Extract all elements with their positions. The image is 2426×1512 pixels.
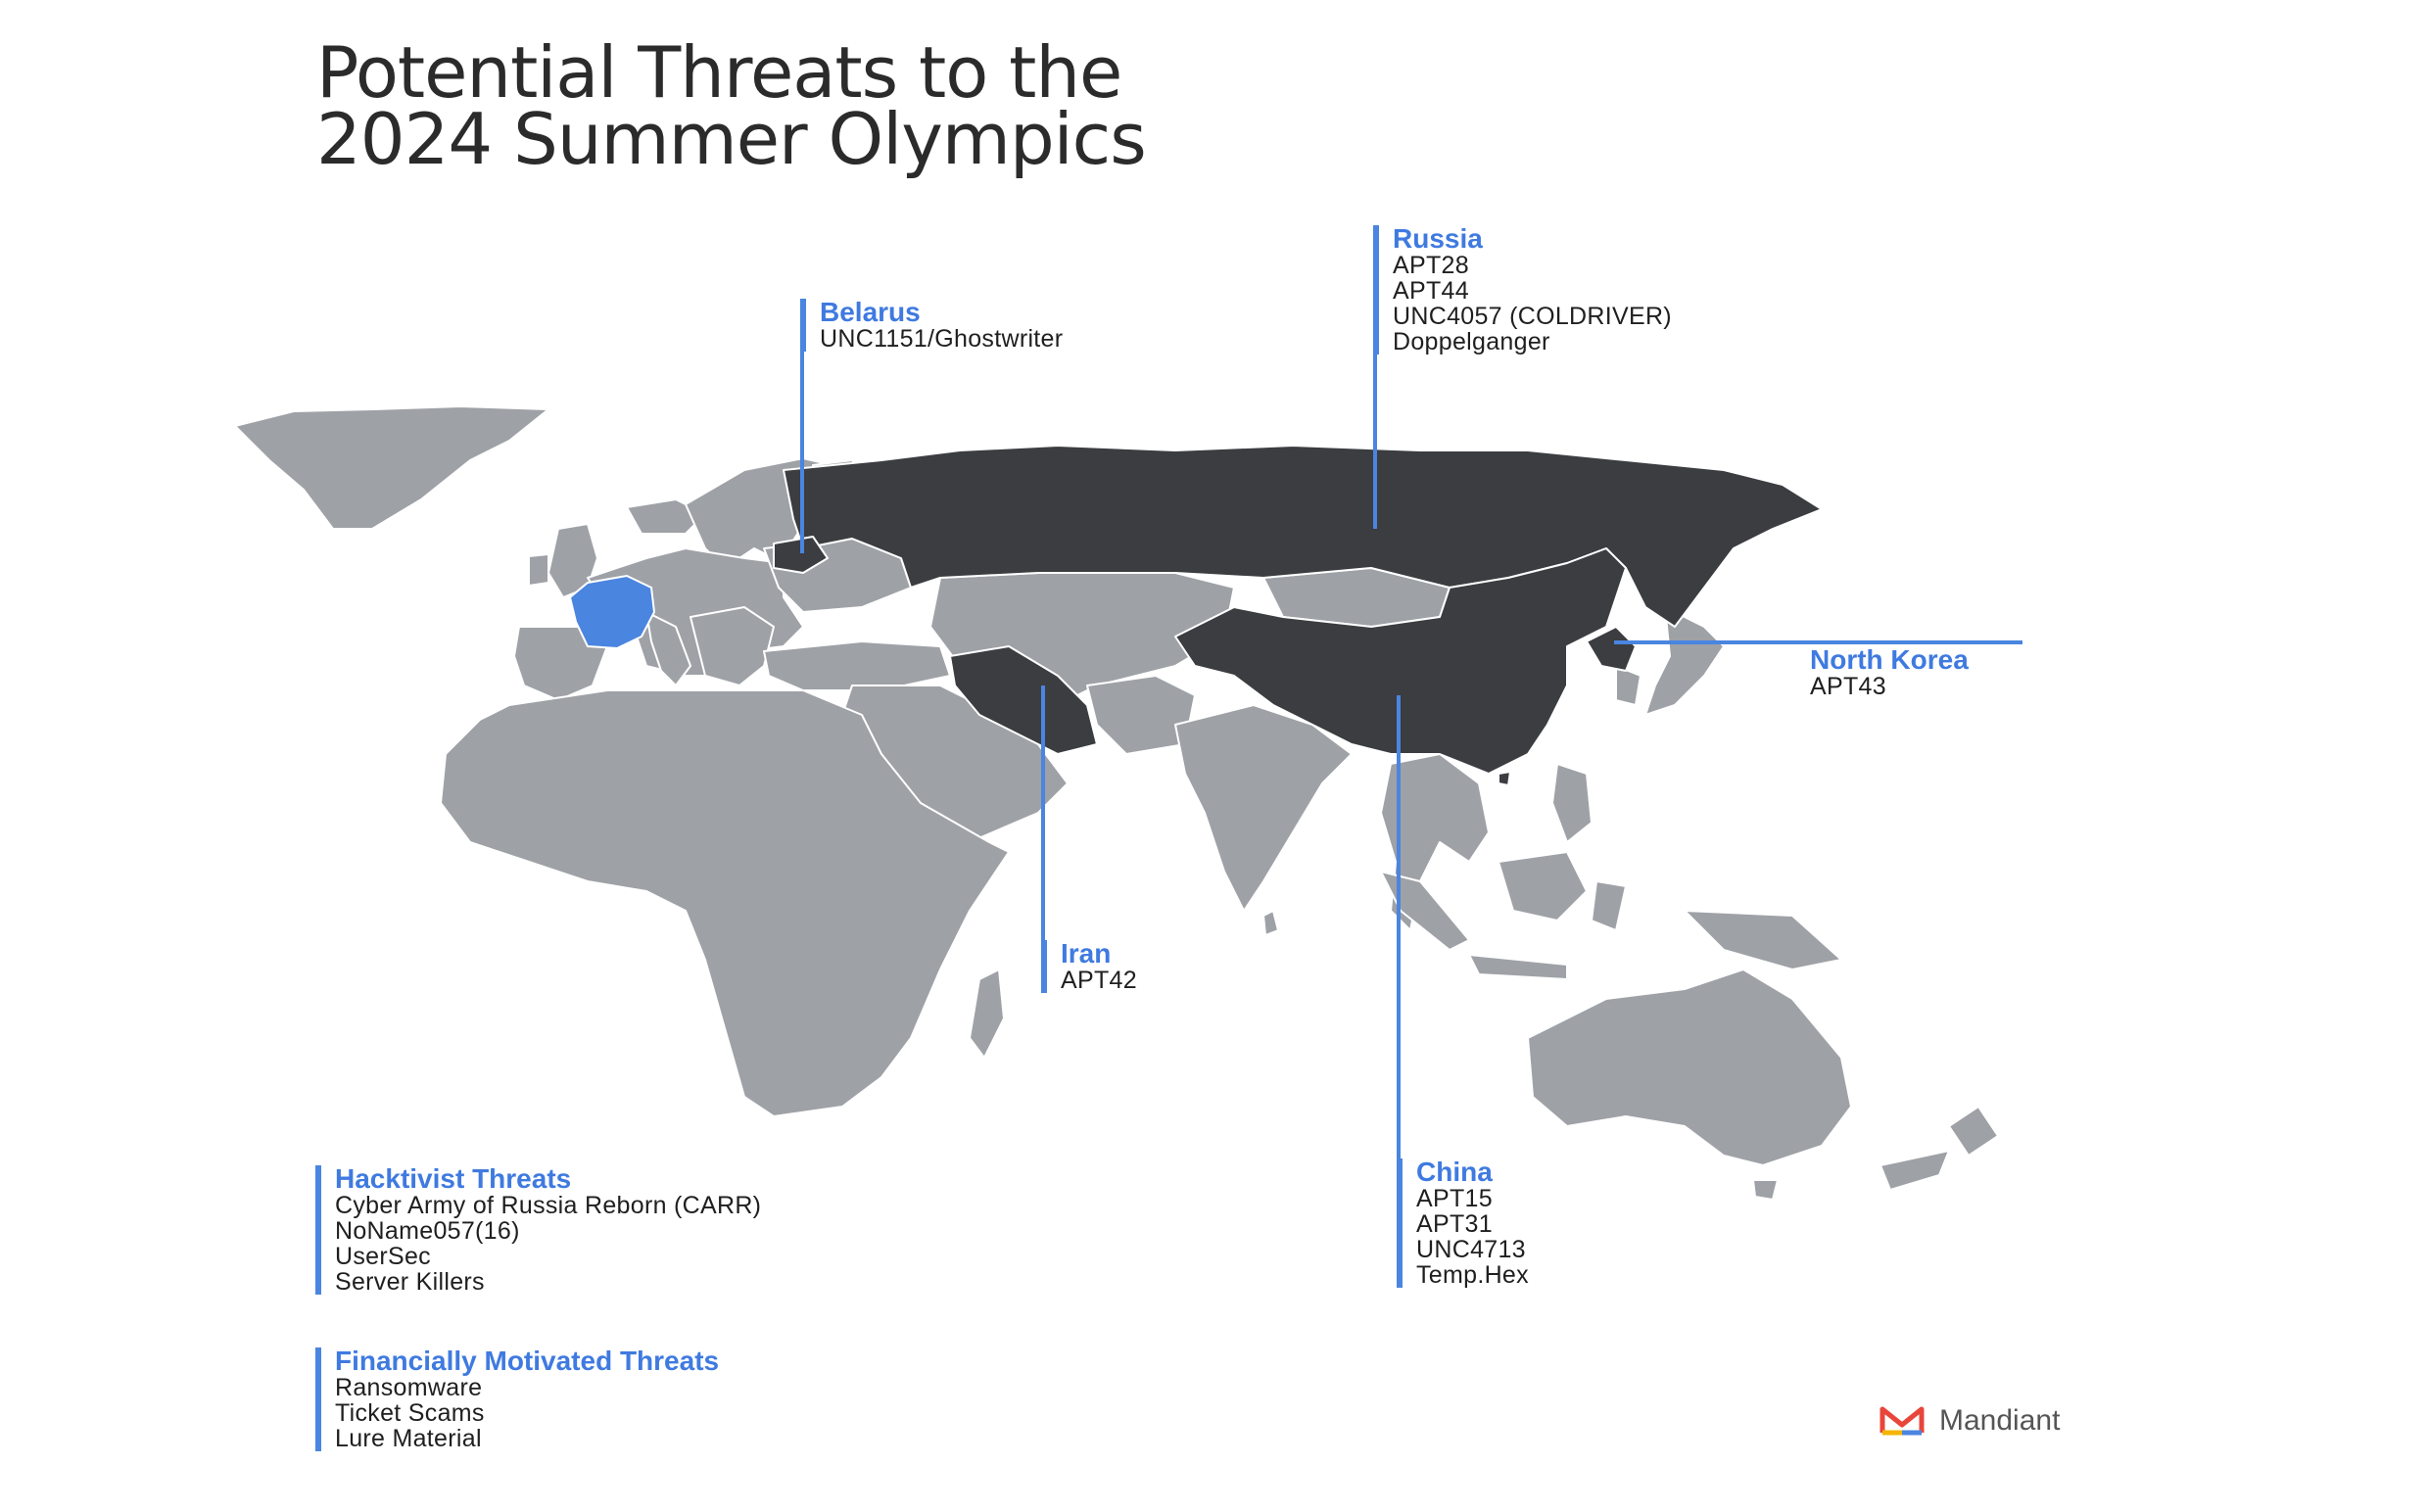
threat-actor: APT28 xyxy=(1393,252,1469,279)
category-item: NoName057(16) xyxy=(335,1217,520,1245)
label-belarus: Belarus UNC1151/Ghostwriter xyxy=(800,299,1063,352)
country-france xyxy=(568,574,656,650)
label-north-korea: North Korea APT43 xyxy=(1810,644,1969,700)
land-greenland xyxy=(234,405,549,530)
category-item: UserSec xyxy=(335,1243,431,1270)
land-new-zealand xyxy=(1948,1106,1999,1157)
land-srilanka xyxy=(1262,910,1279,936)
title-line-2: 2024 Summer Olympics xyxy=(316,98,1147,180)
land-balkans xyxy=(690,606,775,686)
land-madagascar xyxy=(969,969,1005,1059)
land-australia xyxy=(1527,969,1852,1166)
land-south-korea xyxy=(1615,665,1641,706)
category-item: Lure Material xyxy=(335,1425,482,1452)
threat-countries xyxy=(773,445,1823,786)
label-russia: Russia APT28 APT44 UNC4057 (COLDRIVER) D… xyxy=(1373,225,1672,354)
land-africa xyxy=(440,689,1010,1117)
threat-actor: Temp.Hex xyxy=(1416,1261,1529,1289)
land-new-guinea xyxy=(1684,910,1842,970)
land-masses xyxy=(234,405,1999,1201)
category-name: Financially Motivated Threats xyxy=(335,1346,720,1376)
category-item: Server Killers xyxy=(335,1268,485,1296)
threat-actor: APT43 xyxy=(1810,673,1886,700)
region-name: Belarus xyxy=(820,297,921,327)
region-name: China xyxy=(1416,1157,1493,1187)
island-hainan xyxy=(1498,771,1511,786)
category-item: Ticket Scams xyxy=(335,1399,485,1427)
label-iran: Iran APT42 xyxy=(1041,940,1137,993)
category-item: Cyber Army of Russia Reborn (CARR) xyxy=(335,1192,762,1219)
region-name: Russia xyxy=(1393,223,1483,254)
brand-name: Mandiant xyxy=(1939,1404,2061,1437)
threat-actor: APT42 xyxy=(1061,967,1137,994)
land-turkey xyxy=(763,640,951,691)
land-borneo xyxy=(1498,851,1588,921)
land-new-zealand-south xyxy=(1879,1150,1950,1191)
category-name: Hacktivist Threats xyxy=(335,1163,572,1194)
country-iran xyxy=(949,645,1098,755)
threat-actor: Doppelganger xyxy=(1393,328,1550,355)
page-title: Potential Threats to the 2024 Summer Oly… xyxy=(316,31,1147,180)
land-italy xyxy=(645,611,691,686)
land-japan xyxy=(1644,606,1725,716)
region-name: Iran xyxy=(1061,938,1112,969)
country-belarus xyxy=(773,536,829,574)
land-philippines xyxy=(1551,763,1593,843)
category-hacktivist: Hacktivist Threats Cyber Army of Russia … xyxy=(315,1165,761,1295)
land-ireland xyxy=(528,553,549,587)
title-line-1: Potential Threats to the xyxy=(316,31,1122,114)
mandiant-logo-icon xyxy=(1879,1406,1925,1436)
land-sulawesi xyxy=(1591,880,1627,931)
threat-actor: APT15 xyxy=(1416,1185,1493,1212)
label-china: China APT15 APT31 UNC4713 Temp.Hex xyxy=(1397,1158,1529,1288)
category-item: Ransomware xyxy=(335,1374,483,1401)
land-india xyxy=(1174,704,1353,912)
brand-logo: Mandiant xyxy=(1879,1403,2060,1439)
threat-actor: APT44 xyxy=(1393,277,1469,305)
threat-actor: UNC1151/Ghostwriter xyxy=(820,325,1064,353)
threat-actor: APT31 xyxy=(1416,1210,1493,1238)
region-name: North Korea xyxy=(1810,644,1969,675)
country-russia xyxy=(783,445,1823,628)
threat-actor: UNC4713 xyxy=(1416,1236,1526,1263)
country-china xyxy=(1174,547,1627,775)
category-financial: Financially Motivated Threats Ransomware… xyxy=(315,1347,719,1451)
land-java xyxy=(1468,954,1568,980)
threat-actor: UNC4057 (COLDRIVER) xyxy=(1393,303,1672,330)
land-tasmania xyxy=(1752,1179,1779,1201)
country-north-korea xyxy=(1586,626,1637,672)
